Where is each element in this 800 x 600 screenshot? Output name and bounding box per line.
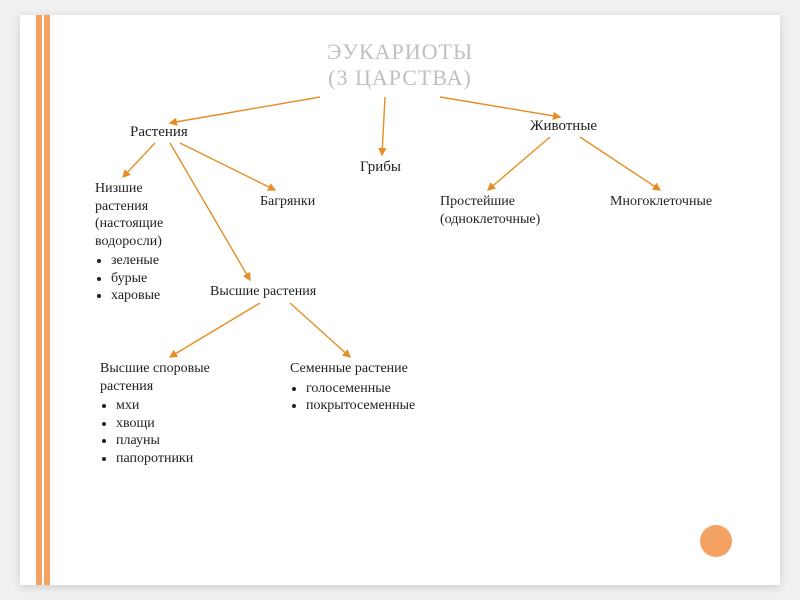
bullet-item: бурые xyxy=(111,270,163,288)
node-animals: Животные xyxy=(530,117,597,136)
node-spore-plants: Высшие споровые растения мхихвощиплаунып… xyxy=(100,360,210,467)
node-seed-plants-bullets: голосеменныепокрытосеменные xyxy=(290,380,415,415)
node-fungi-label: Грибы xyxy=(360,159,401,175)
node-bagryanki-label: Багрянки xyxy=(260,194,315,209)
bullet-item: хвощи xyxy=(116,415,210,433)
bullet-item: папоротники xyxy=(116,450,210,468)
node-multicellular: Многоклеточные xyxy=(610,193,712,211)
node-seed-plants: Семенные растение голосеменныепокрытосем… xyxy=(290,360,415,415)
bullet-item: харовые xyxy=(111,287,163,305)
node-spore-plants-label: Высшие споровые растения xyxy=(100,361,210,394)
slide-title: ЭУКАРИОТЫ (3 ЦАРСТВА) xyxy=(20,39,780,91)
node-fungi: Грибы xyxy=(360,158,401,177)
node-higher-plants-label: Высшие растения xyxy=(210,284,316,299)
node-protozoa: Простейшие (одноклеточные) xyxy=(440,193,540,228)
bullet-item: мхи xyxy=(116,397,210,415)
node-bagryanki: Багрянки xyxy=(260,193,315,211)
node-protozoa-label: Простейшие (одноклеточные) xyxy=(440,194,540,227)
node-lower-plants-bullets: зеленыебурыехаровые xyxy=(95,252,163,305)
node-animals-label: Животные xyxy=(530,118,597,134)
slide: ЭУКАРИОТЫ (3 ЦАРСТВА) Растения Грибы Жив… xyxy=(20,15,780,585)
accent-stripe xyxy=(36,15,58,585)
bullet-item: голосеменные xyxy=(306,380,415,398)
node-seed-plants-label: Семенные растение xyxy=(290,361,408,376)
node-plants-label: Растения xyxy=(130,124,188,140)
bullet-item: покрытосеменные xyxy=(306,397,415,415)
node-multicellular-label: Многоклеточные xyxy=(610,194,712,209)
node-higher-plants: Высшие растения xyxy=(210,283,316,301)
node-lower-plants-label: Низшие растения (настоящие водоросли) xyxy=(95,181,163,249)
node-spore-plants-bullets: мхихвощиплауныпапоротники xyxy=(100,397,210,467)
pager-dot[interactable] xyxy=(700,525,732,557)
bullet-item: зеленые xyxy=(111,252,163,270)
node-plants: Растения xyxy=(130,123,188,142)
node-lower-plants: Низшие растения (настоящие водоросли) зе… xyxy=(95,180,163,305)
bullet-item: плауны xyxy=(116,432,210,450)
